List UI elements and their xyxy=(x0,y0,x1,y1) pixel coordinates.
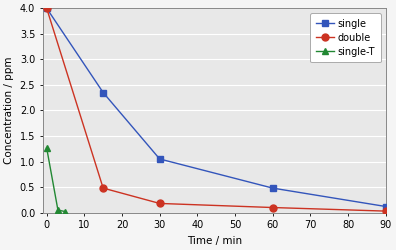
Y-axis label: Concentration / ppm: Concentration / ppm xyxy=(4,57,14,164)
single xyxy=(270,186,275,190)
single-T xyxy=(44,146,49,149)
single-T xyxy=(63,210,68,213)
Line: double: double xyxy=(43,5,389,214)
Line: single: single xyxy=(43,5,389,210)
X-axis label: Time / min: Time / min xyxy=(187,236,242,246)
double xyxy=(270,206,275,209)
single xyxy=(101,91,105,94)
single xyxy=(44,7,49,10)
Line: single-T: single-T xyxy=(43,144,69,215)
double xyxy=(44,7,49,10)
Legend: single, double, single-T: single, double, single-T xyxy=(310,13,381,62)
double xyxy=(157,202,162,205)
double xyxy=(383,210,388,212)
double xyxy=(101,186,105,190)
single xyxy=(157,158,162,160)
single-T xyxy=(55,208,60,212)
single xyxy=(383,205,388,208)
